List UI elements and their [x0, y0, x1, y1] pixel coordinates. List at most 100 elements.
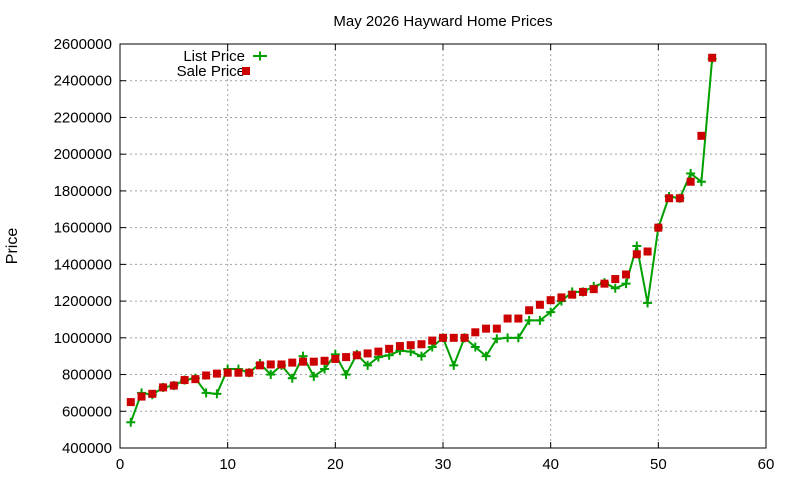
sale-price-point — [546, 296, 555, 305]
sale-price-point — [212, 369, 221, 378]
y-tick-label: 2600000 — [54, 36, 112, 53]
sale-price-point — [180, 376, 189, 385]
y-tick-label: 1800000 — [54, 183, 112, 200]
x-tick-label: 50 — [650, 456, 667, 473]
sale-price-point — [686, 177, 695, 186]
sale-price-point — [169, 381, 178, 390]
sale-price-point — [266, 360, 275, 369]
y-tick-label: 1000000 — [54, 330, 112, 347]
x-tick-label: 40 — [542, 456, 559, 473]
sale-price-point — [159, 383, 168, 392]
sale-price-point — [342, 353, 351, 362]
sale-price-point — [697, 131, 706, 140]
sale-price-point — [255, 361, 264, 370]
sale-price-point — [363, 349, 372, 358]
list-price-point — [126, 417, 136, 427]
sale-price-point — [385, 344, 394, 353]
list-price-point — [287, 373, 297, 383]
sale-price-point — [126, 398, 135, 407]
series — [126, 53, 717, 427]
sale-price-point — [449, 333, 458, 342]
sale-price-point — [632, 250, 641, 259]
sale-price-point — [428, 336, 437, 345]
sale-price-point — [589, 285, 598, 294]
list-price-point — [320, 364, 330, 374]
legend-key-sale-price — [242, 67, 250, 75]
sale-price-point — [148, 389, 157, 398]
sale-price-point — [643, 247, 652, 256]
sale-price-point — [406, 341, 415, 350]
y-tick-labels: 400000 600000 800000 1000000 1200000 1400000 1… — [54, 36, 112, 457]
x-tick-label: 20 — [327, 456, 344, 473]
y-axis-label: Price — [4, 228, 21, 265]
sale-price-point — [665, 194, 674, 203]
sale-price-point — [202, 371, 211, 380]
sale-price-point — [288, 358, 297, 367]
list-price-point — [610, 283, 620, 293]
list-price-point — [449, 360, 459, 370]
sale-price-point — [492, 324, 501, 333]
y-tick-label: 1400000 — [54, 256, 112, 273]
sale-price-point — [600, 279, 609, 288]
list-price-point — [363, 360, 373, 370]
legend-square — [242, 67, 250, 75]
list-price-point — [621, 279, 631, 289]
list-price-point — [686, 168, 696, 178]
sale-price-point — [611, 275, 620, 284]
sale-price-point — [514, 314, 523, 323]
grid — [120, 44, 766, 448]
y-tick-label: 800000 — [62, 367, 112, 384]
sale-price-point — [234, 368, 243, 377]
list-price-point — [524, 315, 534, 325]
sale-price-point — [654, 223, 663, 232]
sale-price-point — [331, 354, 340, 363]
sale-price-point — [471, 328, 480, 337]
x-tick-label: 0 — [116, 456, 124, 473]
x-tick-label: 30 — [435, 456, 452, 473]
sale-price-point — [374, 347, 383, 356]
sale-price-point — [568, 290, 577, 299]
y-tick-label: 2200000 — [54, 109, 112, 126]
list-price-point — [535, 315, 545, 325]
sale-price-point — [277, 360, 286, 369]
list-price-point — [416, 351, 426, 361]
list-price-point — [212, 389, 222, 399]
list-price-point — [632, 241, 642, 251]
list-price-point — [341, 370, 351, 380]
sale-price-point — [223, 368, 232, 377]
sale-price-point — [557, 293, 566, 302]
chart-title: May 2026 Hayward Home Prices — [333, 13, 552, 30]
list-price-point — [513, 333, 523, 343]
sale-price-point — [320, 356, 329, 365]
sale-price-point — [578, 287, 587, 296]
x-tick-label: 60 — [758, 456, 775, 473]
legend-plus — [255, 51, 265, 61]
y-tick-label: 2000000 — [54, 146, 112, 163]
sale-price-point — [708, 53, 717, 62]
list-price-point — [481, 351, 491, 361]
legend-key-list-price — [253, 51, 267, 61]
list-price-point — [266, 370, 276, 380]
x-tick-labels: 0 10 20 30 40 50 60 — [116, 456, 775, 473]
sale-price-point — [535, 300, 544, 309]
axis-ticks — [119, 43, 767, 449]
list-price-point — [643, 298, 653, 308]
sale-price-point — [675, 194, 684, 203]
y-tick-label: 1200000 — [54, 293, 112, 310]
sale-price-point — [503, 314, 512, 323]
sale-price-point — [439, 333, 447, 342]
sale-price-point — [622, 270, 631, 279]
sale-price-point — [417, 340, 426, 349]
sale-price-point — [309, 357, 318, 366]
sale-price-point — [395, 342, 404, 351]
list-price-point — [470, 342, 480, 352]
list-price-point — [309, 371, 319, 381]
sale-price-point — [460, 333, 469, 342]
y-tick-label: 600000 — [62, 403, 112, 420]
sale-price-point — [137, 392, 146, 401]
legend-label-list-price: List Price — [183, 48, 245, 65]
legend: List Price Sale Price — [177, 48, 267, 80]
list-price-point — [546, 307, 556, 317]
list-price-point — [503, 333, 513, 343]
